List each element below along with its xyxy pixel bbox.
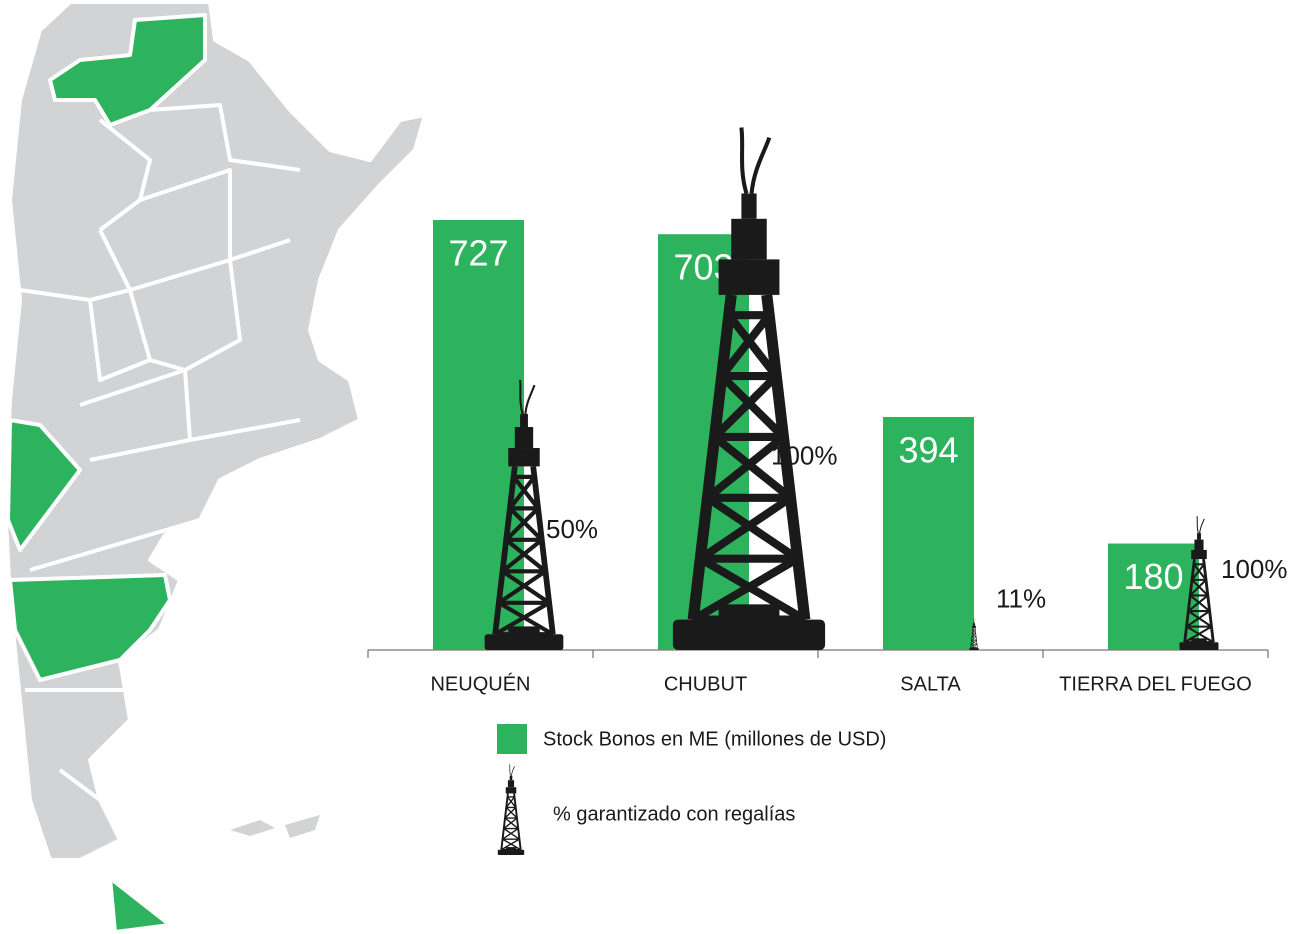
rig-block — [508, 626, 540, 635]
rig-base — [497, 849, 525, 855]
rig-top — [972, 623, 976, 626]
rig-deck — [1191, 549, 1207, 560]
rig-base — [672, 619, 826, 650]
rig — [1179, 516, 1219, 650]
rig-block — [505, 847, 517, 850]
rig-flame — [1196, 516, 1205, 534]
percent-label: 50% — [546, 514, 598, 544]
map — [3, 0, 427, 934]
rig-tower — [492, 466, 556, 635]
percent-label: 11% — [996, 583, 1046, 613]
rig-flame — [519, 379, 536, 415]
rig-deck — [972, 625, 976, 629]
rig-base — [484, 634, 564, 650]
percent-label: 100% — [1221, 554, 1288, 584]
rig — [484, 379, 564, 650]
rig-base — [969, 648, 979, 650]
bar-value-label: 180 — [1123, 556, 1183, 597]
rig-tower — [687, 294, 811, 621]
rig-braces — [1184, 563, 1214, 644]
rig — [672, 127, 826, 650]
rig-braces — [691, 311, 807, 624]
rig-deck — [718, 259, 780, 295]
rig-top — [1194, 539, 1204, 550]
x-tick-label: SALTA — [900, 673, 961, 695]
rig-flame — [739, 127, 772, 195]
percent-label: 100% — [771, 441, 838, 471]
bar-value-label: 727 — [448, 233, 508, 274]
legend-rig — [497, 764, 525, 855]
x-tick-label: CHUBUT — [664, 673, 747, 695]
rig-braces — [500, 796, 522, 851]
rig-block — [972, 647, 976, 649]
rig-base — [1179, 642, 1219, 650]
rig-mast — [1197, 533, 1201, 540]
rig-braces — [494, 474, 554, 637]
x-tick-label: TIERRA DEL FUEGO — [1059, 673, 1252, 695]
rig-top — [514, 427, 534, 449]
legend-label: % garantizado con regalías — [553, 803, 795, 825]
legend-swatch — [497, 724, 527, 754]
rig-deck — [508, 448, 540, 467]
rig-mast — [520, 413, 528, 428]
rig-mast — [509, 775, 513, 781]
rig-braces — [970, 629, 978, 649]
bar — [433, 220, 524, 650]
rig-block — [1191, 638, 1207, 643]
rig-top — [731, 218, 767, 260]
rig-tower — [970, 628, 978, 649]
bar — [883, 416, 974, 650]
rig-deck — [505, 787, 517, 794]
rig-mast — [973, 621, 975, 624]
legend-label: Stock Bonos en ME (millones de USD) — [543, 728, 886, 750]
bar-value-label: 394 — [898, 429, 958, 470]
rig-top — [507, 780, 515, 788]
rig-flame — [973, 617, 976, 622]
x-tick-label: NEUQUÉN — [430, 672, 530, 695]
rig-flame — [509, 764, 515, 776]
bar — [1108, 543, 1199, 650]
rig-tower — [500, 793, 522, 850]
rig — [969, 617, 979, 650]
rig-tower — [1183, 558, 1215, 643]
rig-mast — [741, 193, 757, 219]
